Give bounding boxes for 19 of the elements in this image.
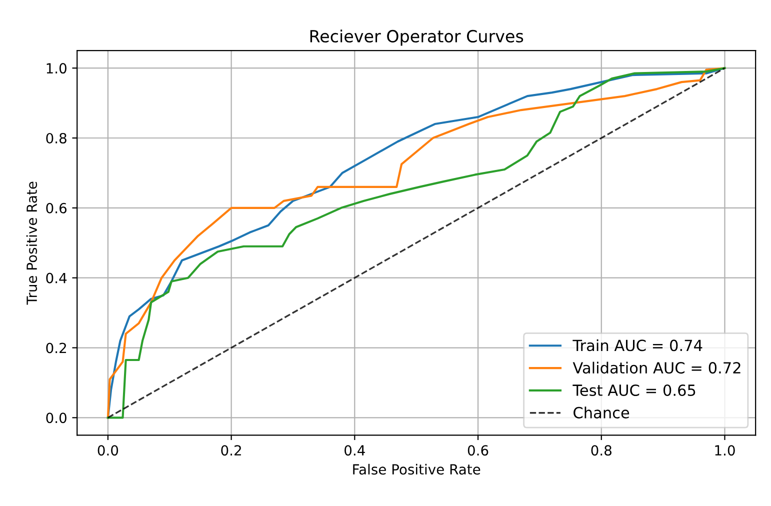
x-axis-title: False Positive Rate [353,464,480,475]
x-tick-label: 0.4 [344,445,365,456]
x-tick-label: 1.0 [715,445,735,456]
y-tick-label: 0.4 [46,272,67,284]
legend-label: Test AUC = 0.65 [572,384,696,396]
y-axis-title: True Positive Rate [26,182,38,305]
x-tick-label: 0.8 [591,445,612,456]
x-tick-label: 0.6 [468,445,488,456]
chart-title: Reciever Operator Curves [310,30,524,46]
legend-label: Train AUC = 0.74 [572,339,702,352]
legend-label: Chance [574,406,630,418]
y-tick-label: 0.2 [46,342,66,354]
y-tick-label: 0.0 [46,412,66,424]
x-tick-label: 0.0 [98,445,118,456]
legend-label: Validation AUC = 0.72 [572,362,740,374]
y-tick-label: 0.8 [46,132,66,144]
y-tick-label: 0.6 [46,202,67,214]
x-tick-label: 0.2 [221,445,241,456]
y-tick-label: 1.0 [46,63,66,74]
